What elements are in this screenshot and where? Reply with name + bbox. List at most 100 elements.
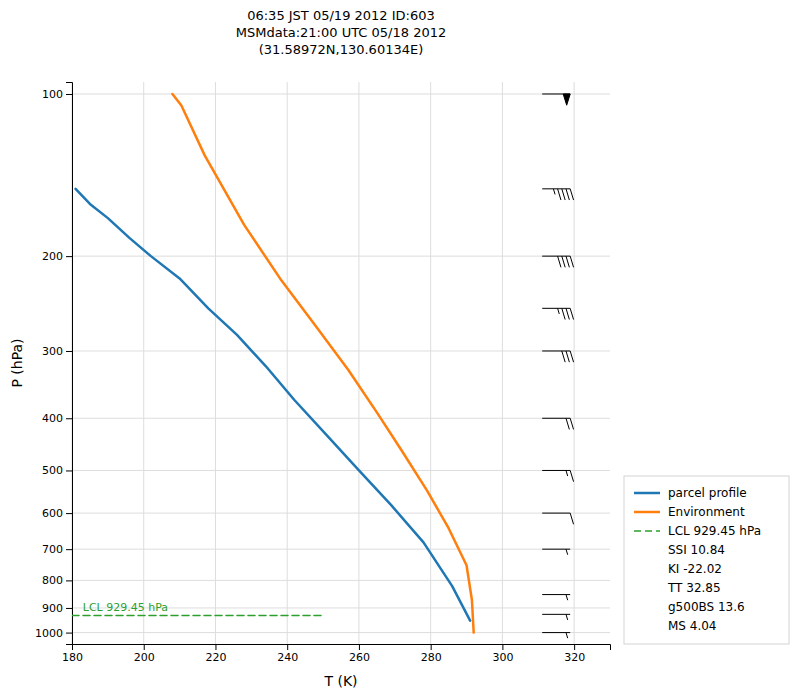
tick: 260 [349, 644, 370, 664]
barb-full [570, 189, 573, 200]
legend-swatch [634, 511, 660, 514]
tick-mark [66, 418, 72, 419]
barb-full [566, 256, 569, 267]
tick-label: 900 [42, 602, 63, 615]
y-axis: 1002003004005006007008009001000 [35, 83, 73, 645]
grid-line-x [358, 82, 359, 644]
tick: 700 [42, 543, 72, 556]
tick: 1000 [35, 627, 72, 640]
tick-mark [66, 549, 72, 550]
tick: 800 [42, 574, 72, 587]
barb-full [566, 189, 569, 200]
wind-barb [542, 189, 573, 200]
chart: 1802002202402602803003201002003004005006… [0, 0, 800, 700]
wind-barb [542, 256, 573, 267]
wind-barb [542, 633, 570, 639]
tick-mark [502, 644, 503, 650]
tick-label: 180 [62, 651, 83, 664]
barb-full [570, 470, 573, 481]
grid-line-y [72, 632, 610, 633]
barb-full [570, 308, 573, 319]
x-axis-title: T (K) [323, 673, 357, 689]
tick: 500 [42, 464, 72, 477]
tick-mark [66, 351, 72, 352]
barb-full [566, 308, 569, 319]
tick-mark [431, 644, 432, 650]
grid [72, 82, 610, 644]
wind-barb [542, 94, 570, 105]
barb-full [558, 189, 561, 200]
tick: 200 [134, 644, 155, 664]
legend-note: TT 32.85 [667, 581, 721, 595]
barb-flag [563, 94, 570, 105]
tick-mark [66, 94, 72, 95]
barb-half [566, 470, 568, 476]
barb-half [566, 595, 568, 601]
legend-swatch [634, 492, 660, 495]
grid-line-x [502, 82, 503, 644]
grid-line-y [72, 580, 610, 581]
wind-barb [542, 351, 573, 362]
barb-full [566, 351, 569, 362]
tick-label: 600 [42, 507, 63, 520]
barb-half [553, 189, 555, 195]
barb-full [562, 189, 565, 200]
tick-label: 240 [277, 651, 298, 664]
wind-barbs [542, 94, 573, 638]
wind-barb [542, 595, 570, 601]
series-line [76, 189, 471, 621]
tick: 180 [62, 644, 83, 664]
tick-mark [66, 633, 72, 634]
tick: 300 [492, 644, 513, 664]
tick-label: 500 [42, 464, 63, 477]
tick-mark [359, 644, 360, 650]
wind-barb [542, 418, 573, 429]
tick-mark [287, 644, 288, 650]
barb-full [562, 256, 565, 267]
tick: 300 [42, 345, 72, 358]
tick-label: 400 [42, 412, 63, 425]
legend: parcel profileEnvironmentLCL 929.45 hPaS… [624, 476, 789, 644]
grid-line-y [72, 549, 610, 550]
tick-label: 700 [42, 543, 63, 556]
tick-label: 280 [421, 651, 442, 664]
barb-half [566, 633, 568, 639]
tick-label: 100 [42, 88, 63, 101]
tick: 320 [564, 644, 585, 664]
legend-note: MS 4.04 [668, 619, 717, 633]
tick-label: 220 [205, 651, 226, 664]
barb-full [570, 351, 573, 362]
grid-line-x [143, 82, 144, 644]
tick-mark [144, 644, 145, 650]
wind-barb [542, 470, 573, 481]
tick: 100 [42, 88, 72, 101]
tick-label: 1000 [35, 627, 63, 640]
barb-full [570, 513, 573, 524]
grid-line-x [430, 82, 431, 644]
legend-note: g500BS 13.6 [668, 600, 745, 614]
tick-mark [66, 470, 72, 471]
grid-line-x [215, 82, 216, 644]
barb-full [566, 418, 569, 429]
tick-label: 320 [564, 651, 585, 664]
grid-line-y [72, 93, 610, 94]
barb-full [562, 308, 565, 319]
axis-line [73, 645, 611, 651]
tick-label: 300 [492, 651, 513, 664]
tick-label: 300 [42, 345, 63, 358]
grid-line-y [72, 513, 610, 514]
axis-line [66, 83, 73, 645]
tick: 900 [42, 602, 72, 615]
legend-note: KI -22.02 [668, 562, 722, 576]
y-axis-title: P (hPa) [9, 338, 25, 387]
barb-full [570, 418, 573, 429]
grid-line-x [574, 82, 575, 644]
legend-swatch [634, 530, 660, 532]
tick-mark [215, 644, 216, 650]
tick-label: 260 [349, 651, 370, 664]
tick-label: 800 [42, 574, 63, 587]
barb-half [566, 614, 568, 620]
tick-label: 200 [134, 651, 155, 664]
annotation: LCL 929.45 hPa [83, 601, 168, 614]
barb-full [558, 256, 561, 267]
